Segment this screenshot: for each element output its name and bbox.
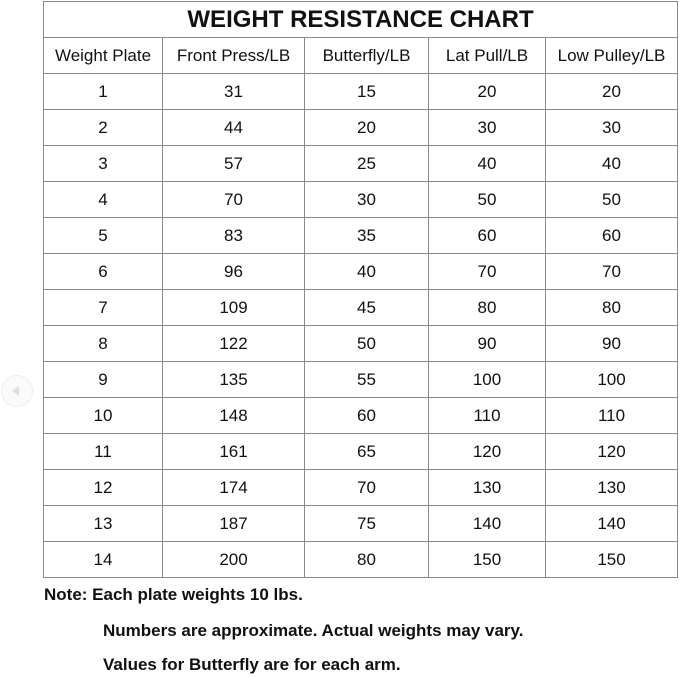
table-cell: 83 [162,217,305,254]
table-cell: 90 [428,325,546,362]
table-cell: 20 [544,73,679,110]
table-cell: 1 [43,73,163,110]
table-cell: 70 [162,181,305,218]
table-cell: 96 [162,253,305,290]
table-cell: 40 [304,253,429,290]
table-cell: 50 [304,325,429,362]
table-cell: 12 [43,469,163,506]
table-cell: 148 [162,397,305,434]
table-cell: 35 [304,217,429,254]
table-cell: 110 [428,397,546,434]
table-row: 2 44 20 30 30 [43,109,679,146]
table-row: 7 109 45 80 80 [43,289,679,326]
table-cell: 20 [304,109,429,146]
column-header: Low Pulley/LB [544,37,679,74]
table-cell: 31 [162,73,305,110]
table-cell: 11 [43,433,163,470]
table-cell: 50 [544,181,679,218]
table-cell: 7 [43,289,163,326]
table-cell: 161 [162,433,305,470]
table-row: 1 31 15 20 20 [43,73,679,110]
table-cell: 50 [428,181,546,218]
table-cell: 55 [304,361,429,398]
table-cell: 100 [428,361,546,398]
table-cell: 150 [544,541,679,578]
table-cell: 57 [162,145,305,182]
table-cell: 40 [544,145,679,182]
table-cell: 70 [304,469,429,506]
table-cell: 110 [544,397,679,434]
table-cell: 75 [304,505,429,542]
table-cell: 140 [544,505,679,542]
table-row: 4 70 30 50 50 [43,181,679,218]
table-cell: 70 [428,253,546,290]
table-cell: 10 [43,397,163,434]
note-butterfly: Values for Butterfly are for each arm. [103,655,401,674]
table-row: 6 96 40 70 70 [43,253,679,290]
weight-resistance-table: WEIGHT RESISTANCE CHART Weight Plate Fron… [42,1,679,578]
table-cell: 100 [544,361,679,398]
column-header: Butterfly/LB [304,37,429,74]
table-row: 13 187 75 140 140 [43,505,679,542]
table-cell: 109 [162,289,305,326]
table-cell: 9 [43,361,163,398]
column-header: Front Press/LB [162,37,305,74]
table-cell: 6 [43,253,163,290]
table-cell: 30 [544,109,679,146]
table-cell: 3 [43,145,163,182]
table-cell: 20 [428,73,546,110]
table-cell: 80 [304,541,429,578]
table-cell: 8 [43,325,163,362]
table-cell: 2 [43,109,163,146]
table-cell: 130 [428,469,546,506]
table-cell: 65 [304,433,429,470]
table-cell: 200 [162,541,305,578]
table-cell: 120 [544,433,679,470]
table-cell: 120 [428,433,546,470]
note-plate-weight: Note: Each plate weights 10 lbs. [44,585,303,604]
table-cell: 30 [304,181,429,218]
back-arrow-icon[interactable] [1,375,33,407]
table-row: 11 161 65 120 120 [43,433,679,470]
table-cell: 60 [428,217,546,254]
note-approximate: Numbers are approximate. Actual weights … [103,621,524,640]
table-cell: 135 [162,361,305,398]
table-cell: 60 [304,397,429,434]
column-header: Weight Plate [43,37,163,74]
header-row: Weight Plate Front Press/LB Butterfly/LB La… [43,37,679,74]
table-title: WEIGHT RESISTANCE CHART [42,1,679,38]
table-row: 14 200 80 150 150 [43,541,679,578]
table-cell: 122 [162,325,305,362]
table-row: 12 174 70 130 130 [43,469,679,506]
table-cell: 5 [43,217,163,254]
table-cell: 80 [544,289,679,326]
table-cell: 150 [428,541,546,578]
table-cell: 174 [162,469,305,506]
table-cell: 187 [162,505,305,542]
table-row: 8 122 50 90 90 [43,325,679,362]
table-cell: 40 [428,145,546,182]
table-cell: 140 [428,505,546,542]
table-cell: 130 [544,469,679,506]
table-cell: 25 [304,145,429,182]
table-row: 9 135 55 100 100 [43,361,679,398]
table-cell: 30 [428,109,546,146]
table-cell: 70 [544,253,679,290]
table-cell: 13 [43,505,163,542]
table-cell: 60 [544,217,679,254]
table-row: 10 148 60 110 110 [43,397,679,434]
table-cell: 44 [162,109,305,146]
table-cell: 14 [43,541,163,578]
table-cell: 15 [304,73,429,110]
table-cell: 90 [544,325,679,362]
table-row: 5 83 35 60 60 [43,217,679,254]
table-cell: 80 [428,289,546,326]
table-cell: 45 [304,289,429,326]
table-row: 3 57 25 40 40 [43,145,679,182]
column-header: Lat Pull/LB [428,37,546,74]
table-cell: 4 [43,181,163,218]
